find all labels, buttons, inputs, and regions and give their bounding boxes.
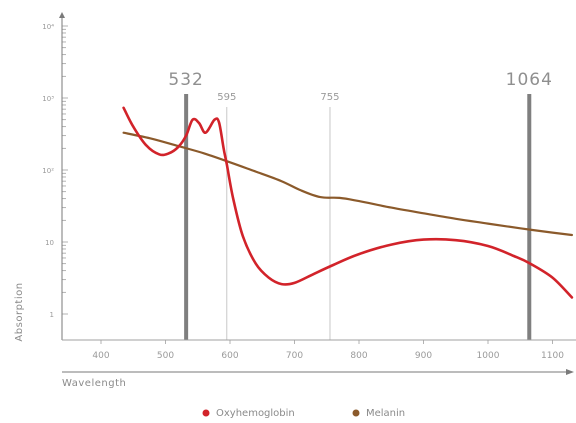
wavelength-marker-755: 755 xyxy=(320,92,339,103)
legend: Oxyhemoglobin Melanin xyxy=(202,408,405,419)
x-tick-label: 800 xyxy=(350,351,367,361)
y-axis-title: Absorption xyxy=(14,282,25,341)
melanin-curve xyxy=(122,131,573,237)
wavelength-marker-532: 532 xyxy=(168,70,203,90)
x-tick-label: 400 xyxy=(92,351,109,361)
y-tick-label: 10² xyxy=(42,167,54,175)
y-tick-label: 1 xyxy=(50,311,54,319)
y-axis-arrow xyxy=(59,12,65,18)
legend-oxyhemoglobin-label: Oxyhemoglobin xyxy=(216,408,295,419)
wavelength-marker-1064: 1064 xyxy=(506,70,553,90)
x-axis-title: Wavelength xyxy=(62,378,126,389)
y-tick-label: 10⁴ xyxy=(42,23,54,31)
wavelength-arrow-head xyxy=(566,369,574,375)
y-tick-label: 10 xyxy=(45,239,54,247)
y-tick-label: 10³ xyxy=(42,95,54,103)
legend-melanin-marker xyxy=(352,409,360,417)
x-tick-label: 600 xyxy=(221,351,238,361)
legend-melanin-label: Melanin xyxy=(366,408,405,419)
x-tick-label: 1000 xyxy=(477,351,500,361)
x-tick-label: 1100 xyxy=(541,351,564,361)
wavelength-marker-595: 595 xyxy=(217,92,236,103)
oxyhemoglobin-curve xyxy=(122,106,574,299)
x-tick-label: 900 xyxy=(415,351,432,361)
legend-oxyhemoglobin-marker xyxy=(202,409,210,417)
x-tick-label: 500 xyxy=(157,351,174,361)
x-tick-label: 700 xyxy=(286,351,303,361)
